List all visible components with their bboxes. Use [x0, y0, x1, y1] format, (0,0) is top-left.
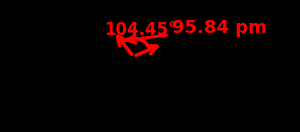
- Text: 95.84 pm: 95.84 pm: [128, 19, 267, 43]
- Text: 104.45°: 104.45°: [104, 21, 176, 39]
